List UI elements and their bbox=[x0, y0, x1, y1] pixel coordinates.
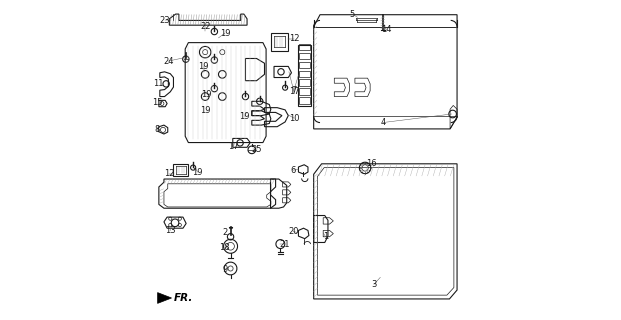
Text: 19: 19 bbox=[240, 112, 250, 121]
Text: 19: 19 bbox=[193, 168, 203, 177]
Text: 25: 25 bbox=[252, 145, 262, 154]
Text: 6: 6 bbox=[291, 166, 296, 175]
Text: 17: 17 bbox=[229, 141, 239, 150]
Text: 20: 20 bbox=[288, 227, 299, 236]
Text: 12: 12 bbox=[164, 170, 175, 179]
Text: 22: 22 bbox=[200, 22, 211, 31]
Text: 10: 10 bbox=[289, 114, 299, 123]
Text: 9: 9 bbox=[222, 265, 227, 274]
Text: 23: 23 bbox=[159, 16, 170, 25]
Text: 11: 11 bbox=[153, 79, 163, 88]
Text: 19: 19 bbox=[201, 91, 212, 100]
Text: 1: 1 bbox=[323, 232, 329, 241]
Text: 16: 16 bbox=[366, 159, 377, 168]
Text: 5: 5 bbox=[350, 10, 355, 19]
Text: 2: 2 bbox=[223, 228, 228, 237]
Text: 21: 21 bbox=[279, 240, 290, 249]
Polygon shape bbox=[158, 292, 171, 303]
Text: 19: 19 bbox=[220, 28, 230, 38]
Text: FR.: FR. bbox=[174, 293, 194, 303]
Text: 3: 3 bbox=[371, 280, 376, 289]
Text: 24: 24 bbox=[163, 57, 174, 66]
Text: 19: 19 bbox=[198, 62, 209, 71]
Text: 4: 4 bbox=[380, 118, 386, 127]
Text: 14: 14 bbox=[381, 25, 392, 34]
Text: 13: 13 bbox=[165, 226, 176, 235]
Text: 17: 17 bbox=[289, 87, 299, 96]
Text: 12: 12 bbox=[289, 34, 299, 43]
Text: 8: 8 bbox=[154, 125, 160, 134]
Text: 7: 7 bbox=[291, 86, 297, 95]
Text: 19: 19 bbox=[200, 106, 211, 115]
Text: 18: 18 bbox=[220, 243, 230, 252]
Text: 15: 15 bbox=[152, 99, 162, 108]
